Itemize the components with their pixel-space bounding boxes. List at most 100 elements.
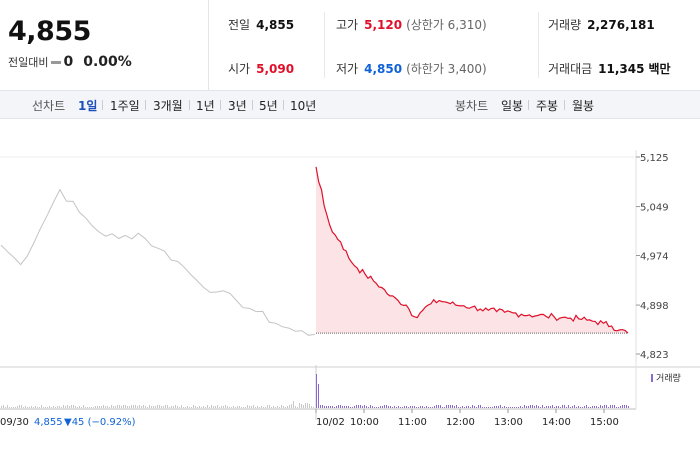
tab-1day[interactable]: 1일 (78, 99, 98, 113)
volume-bar (159, 405, 160, 408)
volume-bar (354, 406, 355, 408)
volume-bar (506, 407, 507, 408)
tab-daily-candle[interactable]: 일봉 (501, 99, 524, 113)
volume-bar (243, 407, 244, 408)
volume-bar (522, 407, 523, 408)
volume-bar (604, 405, 605, 408)
volume-bar (556, 406, 557, 408)
volume-bar (269, 405, 270, 408)
volume-bar (29, 407, 30, 408)
open-label: 시가 (228, 62, 251, 76)
volume-bar (486, 407, 487, 408)
trading-amount: 거래대금 11,345 백만 (548, 60, 671, 77)
volume-bar (622, 405, 623, 408)
separator (102, 100, 103, 110)
volume-bar (588, 407, 589, 408)
volume-bar (289, 405, 290, 408)
volume-bar (173, 406, 174, 408)
volume-bar (277, 406, 278, 408)
separator (189, 100, 190, 110)
volume-bar (311, 406, 312, 408)
volume-bar (416, 407, 417, 408)
volume-bar (424, 407, 425, 408)
volume-bar (245, 407, 246, 408)
separator (528, 100, 529, 110)
today-polyline (315, 166, 629, 334)
volume-bar (135, 405, 136, 408)
volume-bar (117, 405, 118, 408)
volume-bar (211, 405, 212, 408)
volume-bar (193, 405, 194, 408)
volume-bar (291, 404, 292, 408)
volume-bar (390, 406, 391, 408)
volume-bar (209, 407, 210, 408)
volume-bar (628, 406, 629, 408)
volume-bar (338, 405, 339, 408)
volume-bar (19, 405, 20, 408)
x-tick-label: 12:00 (446, 417, 475, 428)
volume-bar (590, 407, 591, 408)
volume-bar (452, 405, 453, 408)
change-pct: 0.00% (83, 54, 132, 70)
current-price: 4,855 (8, 16, 91, 47)
volume-bar (598, 407, 599, 408)
tab-1year[interactable]: 1년 (196, 99, 215, 113)
volume-bar (536, 405, 537, 408)
volume-bar (233, 406, 234, 408)
tab-10year[interactable]: 10년 (290, 99, 317, 113)
volume-bar (161, 406, 162, 408)
high-label: 고가 (336, 18, 359, 32)
volume-bar (133, 405, 134, 408)
volume-bar (255, 407, 256, 408)
volume-bar (119, 405, 120, 408)
y-tick-label: 4,898 (640, 301, 669, 312)
volume-bar (305, 403, 306, 408)
volume-bar (97, 406, 98, 408)
volume-bar (5, 407, 6, 408)
volume-bar (462, 406, 463, 408)
volume-bar (554, 407, 555, 408)
amount-value: 11,345 (598, 62, 645, 76)
volume-bar (332, 406, 333, 408)
tab-5year[interactable]: 5년 (259, 99, 278, 113)
volume-bar (464, 407, 465, 408)
volume-bar (45, 407, 46, 408)
volume-bar (364, 405, 365, 408)
volume-bar (63, 405, 64, 408)
volume-bar (147, 407, 148, 408)
candle-chart-label: 봉차트 (455, 99, 489, 113)
volume-bar (43, 407, 44, 408)
volume-bar (313, 407, 314, 408)
tab-weekly-candle[interactable]: 주봉 (536, 99, 559, 113)
volume-bar (624, 405, 625, 408)
volume-bar (167, 405, 168, 408)
volume-bar (382, 406, 383, 408)
tab-1week[interactable]: 1주일 (110, 99, 140, 113)
volume-bar (123, 405, 124, 408)
tab-3year[interactable]: 3년 (228, 99, 247, 113)
volume-bar (225, 405, 226, 408)
volume-bar (229, 407, 230, 408)
volume-bar (324, 406, 325, 408)
volume-bar (149, 405, 150, 408)
tab-3month[interactable]: 3개월 (153, 99, 183, 113)
volume-bar (213, 406, 214, 408)
change-value: 0 (63, 54, 74, 70)
volume-bar (378, 407, 379, 408)
volume-bar (558, 406, 559, 408)
volume-bar (566, 407, 567, 408)
volume-bar (384, 405, 385, 408)
volume-bar (578, 406, 579, 408)
volume-bar (498, 406, 499, 408)
volume-bar (540, 407, 541, 408)
volume-bar (600, 405, 601, 408)
volume-bar (77, 407, 78, 408)
volume-bar (618, 407, 619, 408)
volume-bar (458, 407, 459, 408)
volume-bar (444, 407, 445, 408)
volume-bar (472, 405, 473, 408)
tab-monthly-candle[interactable]: 월봉 (572, 99, 595, 113)
volume-bar (430, 407, 431, 408)
high-price: 고가 5,120 (상한가 6,310) (336, 16, 487, 33)
amount-label: 거래대금 (548, 62, 593, 76)
